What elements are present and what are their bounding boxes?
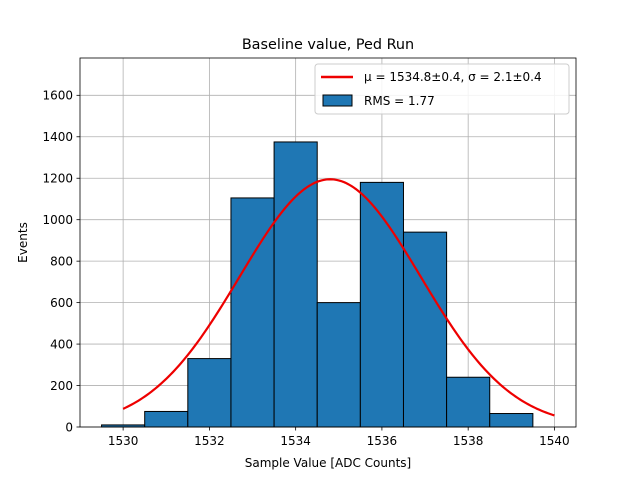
histogram-bar <box>144 410 189 428</box>
fit-curve-group <box>122 178 555 417</box>
y-tick-label: 0 <box>65 420 73 434</box>
x-tick-label: 1540 <box>539 434 570 448</box>
histogram-bars <box>101 141 534 428</box>
y-axis-ticks: 0 200 400 600 800 1000 1200 1400 1600 <box>42 89 80 434</box>
x-tick-label: 1532 <box>194 434 225 448</box>
y-tick-label: 400 <box>50 337 73 351</box>
histogram-bar <box>446 376 491 428</box>
histogram-bar <box>489 413 534 428</box>
histogram-bar <box>187 358 232 428</box>
y-tick-label: 600 <box>50 296 73 310</box>
histogram-bar <box>316 302 361 428</box>
chart-title: Baseline value, Ped Run <box>242 37 414 53</box>
legend-histogram-swatch <box>322 94 353 107</box>
histogram-bar <box>273 141 318 428</box>
fit-curve <box>122 178 555 417</box>
y-tick-label: 800 <box>50 254 73 268</box>
y-tick-label: 1000 <box>42 213 73 227</box>
x-axis-ticks: 1530 1532 1534 1536 1538 1540 <box>108 427 570 448</box>
x-tick-label: 1530 <box>108 434 139 448</box>
plot-frame <box>79 57 577 428</box>
x-tick-label: 1534 <box>280 434 311 448</box>
legend-box <box>314 63 570 115</box>
y-tick-label: 1400 <box>42 130 73 144</box>
legend-histogram-label: RMS = 1.77 <box>364 94 435 108</box>
histogram-bar <box>359 181 404 428</box>
y-tick-label: 200 <box>50 379 73 393</box>
y-axis-label: Events <box>16 222 30 263</box>
x-axis-label: Sample Value [ADC Counts] <box>245 456 411 470</box>
histogram-bar <box>402 231 448 428</box>
legend-fit-label: μ = 1534.8±0.4, σ = 2.1±0.4 <box>364 70 542 84</box>
legend: μ = 1534.8±0.4, σ = 2.1±0.4 RMS = 1.77 <box>314 63 570 115</box>
y-tick-label: 1200 <box>42 172 73 186</box>
y-tick-label: 1600 <box>42 89 73 103</box>
x-tick-label: 1538 <box>453 434 484 448</box>
x-tick-label: 1536 <box>367 434 398 448</box>
